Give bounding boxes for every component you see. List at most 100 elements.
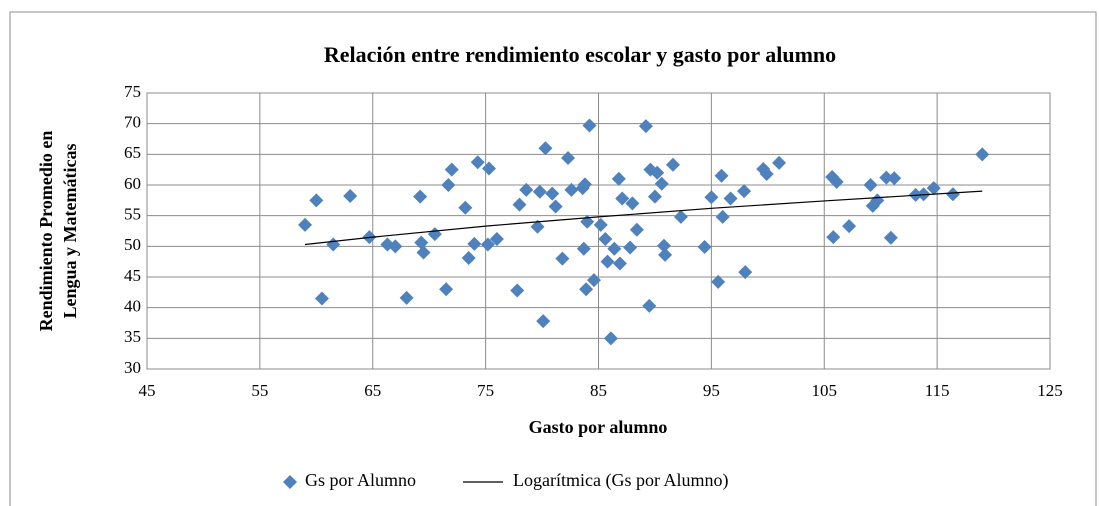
data-point: [926, 181, 941, 196]
data-point: [598, 231, 613, 246]
data-point: [714, 168, 729, 183]
data-point: [650, 165, 665, 180]
data-point: [489, 231, 504, 246]
data-point: [399, 290, 414, 305]
x-tick-label: 75: [477, 381, 494, 400]
data-point: [603, 331, 618, 346]
data-point: [870, 193, 885, 208]
y-axis-label-line: Lengua y Matemáticas: [60, 144, 80, 319]
legend-item: Logarítmica (Gs por Alumno): [463, 470, 728, 491]
data-point: [656, 238, 671, 253]
data-point: [532, 184, 547, 199]
data-point: [530, 219, 545, 234]
y-tick-label: 35: [124, 327, 141, 346]
data-point: [309, 193, 324, 208]
data-point: [470, 155, 485, 170]
data-point: [416, 245, 431, 260]
data-point: [654, 176, 669, 191]
data-point: [658, 247, 673, 262]
data-point: [629, 222, 644, 237]
data-point: [647, 189, 662, 204]
plot-area-border: [146, 92, 1051, 370]
data-point: [945, 187, 960, 202]
data-point: [607, 241, 622, 256]
data-point: [579, 282, 594, 297]
data-point: [593, 217, 608, 232]
y-tick-label: 70: [124, 113, 141, 132]
y-tick-label: 40: [124, 297, 141, 316]
data-point: [612, 256, 627, 271]
x-tick-label: 105: [812, 381, 838, 400]
data-point: [975, 147, 990, 162]
y-tick-label: 65: [124, 143, 141, 162]
trendline: [304, 190, 983, 246]
data-point: [711, 274, 726, 289]
data-point: [759, 166, 774, 181]
data-point: [458, 200, 473, 215]
x-tick-label: 45: [139, 381, 156, 400]
data-point: [829, 174, 844, 189]
data-point: [615, 191, 630, 206]
data-point: [413, 189, 428, 204]
data-point: [772, 155, 787, 170]
data-point: [625, 196, 640, 211]
data-point: [623, 240, 638, 255]
data-point: [564, 182, 579, 197]
y-tick-label: 55: [124, 205, 141, 224]
data-point: [298, 217, 313, 232]
y-tick-label: 75: [124, 82, 141, 101]
data-point: [510, 283, 525, 298]
data-point: [545, 186, 560, 201]
legend-label: Logarítmica (Gs por Alumno): [513, 470, 728, 491]
chart-border: [9, 11, 1097, 506]
data-point: [883, 230, 898, 245]
data-point: [548, 199, 563, 214]
legend-item: Gs por Alumno: [283, 470, 416, 490]
data-point: [715, 209, 730, 224]
chart-title: Relación entre rendimiento escolar y gas…: [324, 42, 836, 67]
data-point: [611, 171, 626, 186]
data-point: [586, 273, 601, 288]
data-point: [536, 314, 551, 329]
data-point: [555, 251, 570, 266]
data-point: [879, 170, 894, 185]
data-point: [314, 291, 329, 306]
legend-marker: [283, 475, 297, 489]
x-axis-label: Gasto por alumno: [529, 417, 668, 437]
x-tick-label: 85: [590, 381, 607, 400]
data-point: [482, 161, 497, 176]
x-tick-label: 55: [251, 381, 268, 400]
data-point: [704, 190, 719, 205]
x-tick-label: 125: [1037, 381, 1063, 400]
data-point: [665, 157, 680, 172]
x-tick-label: 65: [364, 381, 381, 400]
data-point: [826, 230, 841, 245]
data-point: [480, 237, 495, 252]
y-axis-label: Rendimiento Promedio en Lengua y Matemát…: [36, 131, 80, 332]
data-point: [863, 178, 878, 192]
data-point: [638, 119, 653, 134]
data-point: [512, 197, 527, 212]
y-tick-label: 45: [124, 266, 141, 285]
data-point: [723, 191, 738, 206]
y-tick-label: 60: [124, 174, 141, 193]
data-point: [343, 189, 358, 204]
data-point: [441, 178, 456, 192]
data-point: [737, 184, 752, 199]
data-point: [697, 239, 712, 254]
y-tick-label: 50: [124, 235, 141, 254]
data-point: [582, 118, 597, 133]
data-point: [561, 151, 576, 166]
data-point: [673, 209, 688, 224]
x-tick-label: 95: [703, 381, 720, 400]
data-point: [576, 241, 591, 256]
y-axis-label-line: Rendimiento Promedio en: [36, 131, 56, 332]
data-point: [577, 177, 592, 192]
data-point: [439, 282, 454, 297]
data-point: [600, 254, 615, 269]
y-tick-label: 30: [124, 358, 141, 377]
legend-label: Gs por Alumno: [305, 470, 416, 490]
data-point: [538, 141, 553, 156]
data-point: [842, 219, 857, 234]
